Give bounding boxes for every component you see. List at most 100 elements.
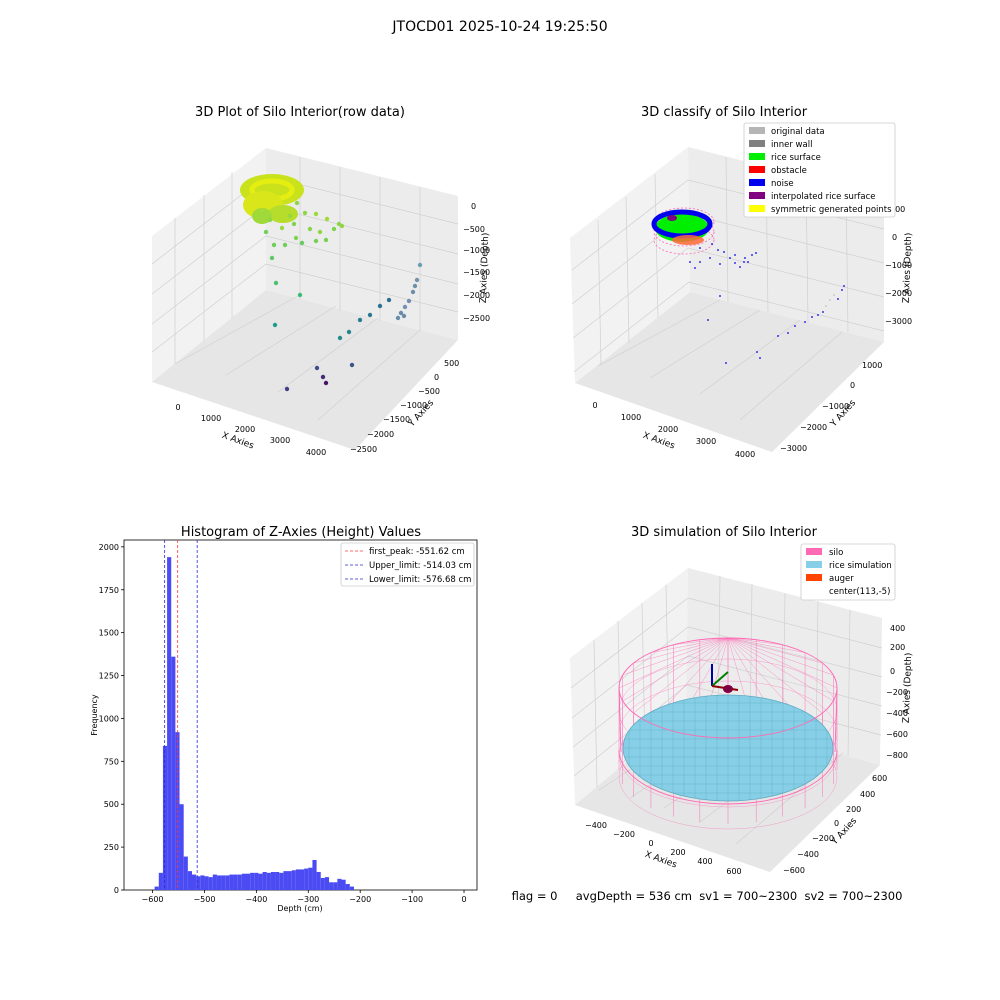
silo-side — [618, 687, 622, 753]
histogram-title: Histogram of Z-Axies (Height) Values — [181, 525, 421, 540]
silo-side — [834, 687, 838, 753]
raw-3d-ytick: −500 — [418, 387, 440, 396]
raw-3d-point — [357, 317, 363, 323]
histogram-bar — [221, 875, 226, 890]
classify-3d-noise-point — [734, 254, 736, 256]
raw-3d-floor — [152, 290, 458, 450]
raw-3d-ytick: −2000 — [367, 430, 394, 439]
raw-3d-point — [349, 362, 355, 368]
histogram-ytick-label: 0 — [114, 886, 119, 895]
silo-roof-wire — [633, 637, 729, 664]
simulation-3d-legend-label: silo — [829, 548, 843, 558]
raw-3d-wall-back — [266, 148, 458, 340]
histogram-bar — [341, 879, 346, 890]
histogram-bar — [270, 871, 276, 890]
simulation-3d-ytick: −600 — [783, 866, 805, 875]
classify-3d-ytick: −2000 — [800, 423, 827, 432]
silo-roof-wire — [673, 637, 729, 645]
panel-simulation-3d: 3D simulation of Silo Interior −400 −200… — [570, 525, 914, 876]
classify-3d-noise-point — [699, 261, 701, 263]
raw-3d-point — [323, 237, 329, 243]
histogram-bar — [167, 557, 172, 890]
classify-3d-noise-point — [841, 289, 843, 291]
histogram-bar — [225, 875, 230, 890]
simulation-3d-legend-label: center(113,-5) — [829, 587, 890, 597]
histogram-bar — [200, 875, 205, 890]
classify-3d-legend-swatch — [749, 127, 765, 134]
classify-3d-silo-outline — [653, 207, 715, 237]
classify-3d-legend-box — [743, 122, 896, 218]
silo-roof-wire — [727, 637, 823, 714]
histogram-xtick-label: −300 — [297, 895, 319, 904]
classify-3d-ytick: −1000 — [822, 402, 849, 411]
classify-3d-noise-point — [744, 257, 746, 259]
classify-3d-noise-point — [759, 357, 761, 359]
classify-3d-legend-swatch — [749, 166, 765, 173]
classify-3d-noise-point — [843, 285, 845, 287]
histogram-bar — [258, 873, 263, 890]
raw-3d-zlabel: Z Axies (Depth) — [479, 233, 491, 304]
simulation-3d-xtick: −200 — [613, 830, 635, 839]
classify-3d-points — [651, 207, 845, 364]
raw-3d-point — [414, 277, 420, 283]
classify-3d-legend: original data inner wall rice surface obsta… — [743, 122, 896, 218]
panel-histogram: Histogram of Z-Axies (Height) Values −60… — [90, 525, 478, 913]
classify-3d-noise-point — [756, 351, 758, 353]
auger-marker — [723, 685, 733, 693]
raw-3d-point — [259, 207, 265, 213]
histogram-bar — [158, 872, 163, 890]
raw-3d-point — [313, 238, 319, 244]
raw-3d-point — [263, 229, 269, 235]
histogram-bar — [183, 856, 188, 890]
classify-3d-noise-point — [707, 319, 709, 321]
classify-3d-legend-swatch — [749, 205, 765, 212]
classify-3d-legend-swatch — [749, 140, 765, 147]
classify-3d-legend-label: inner wall — [771, 140, 812, 150]
classify-3d-interpolated — [667, 215, 677, 221]
classify-3d-legend-label: obstacle — [771, 166, 807, 176]
histogram-ytick-label: 2000 — [99, 543, 119, 552]
classify-3d-noise-point — [804, 321, 806, 323]
classify-3d-noise-point — [817, 314, 819, 316]
simulation-3d-legend-swatch — [806, 548, 822, 555]
histogram-bar — [254, 872, 259, 890]
classify-3d-noise-point — [719, 295, 721, 297]
histogram-bar — [212, 874, 217, 890]
simulation-3d-wall-left — [570, 568, 688, 805]
raw-3d-point — [398, 310, 404, 316]
simulation-3d-xtick: 200 — [670, 848, 685, 857]
raw-3d-ztick: −2000 — [463, 291, 490, 300]
raw-3d-point — [291, 221, 297, 227]
raw-3d-point — [293, 235, 299, 241]
histogram-bar — [304, 868, 309, 890]
classify-3d-noise-point — [699, 247, 701, 249]
classify-3d-noise-point — [729, 257, 731, 259]
raw-3d-ztick: −500 — [463, 225, 485, 234]
classify-3d-legend-label: original data — [771, 127, 825, 137]
histogram-bar — [324, 877, 330, 890]
silo-roof-wire — [727, 637, 823, 664]
raw-3d-ring-cluster — [252, 208, 272, 224]
simulation-3d-ztick: −800 — [886, 751, 908, 760]
simulation-3d-xtick: 600 — [726, 867, 741, 876]
classify-3d-ytick: −3000 — [780, 444, 807, 453]
raw-3d-point — [367, 312, 373, 318]
classify-3d-noise-point — [751, 254, 753, 256]
raw-3d-point — [317, 229, 323, 235]
classify-3d-noise-point — [811, 316, 813, 318]
silo-roof-wire — [622, 637, 729, 676]
simulation-3d-ztick: 0 — [890, 667, 895, 676]
histogram-bar — [316, 871, 321, 890]
raw-3d-wall-left — [152, 148, 266, 382]
classify-3d-xtick: 4000 — [735, 450, 755, 459]
raw-3d-point — [402, 304, 408, 310]
classify-3d-original-point — [833, 294, 835, 296]
histogram-bar — [233, 874, 238, 890]
histogram-xtick-label: −400 — [245, 895, 267, 904]
silo-roof-wire — [727, 637, 783, 645]
simulation-3d-legend-box — [800, 543, 896, 601]
histogram-bar — [250, 872, 255, 890]
silo-roof-wire — [727, 637, 834, 702]
histogram-ytick-label: 500 — [104, 800, 119, 809]
